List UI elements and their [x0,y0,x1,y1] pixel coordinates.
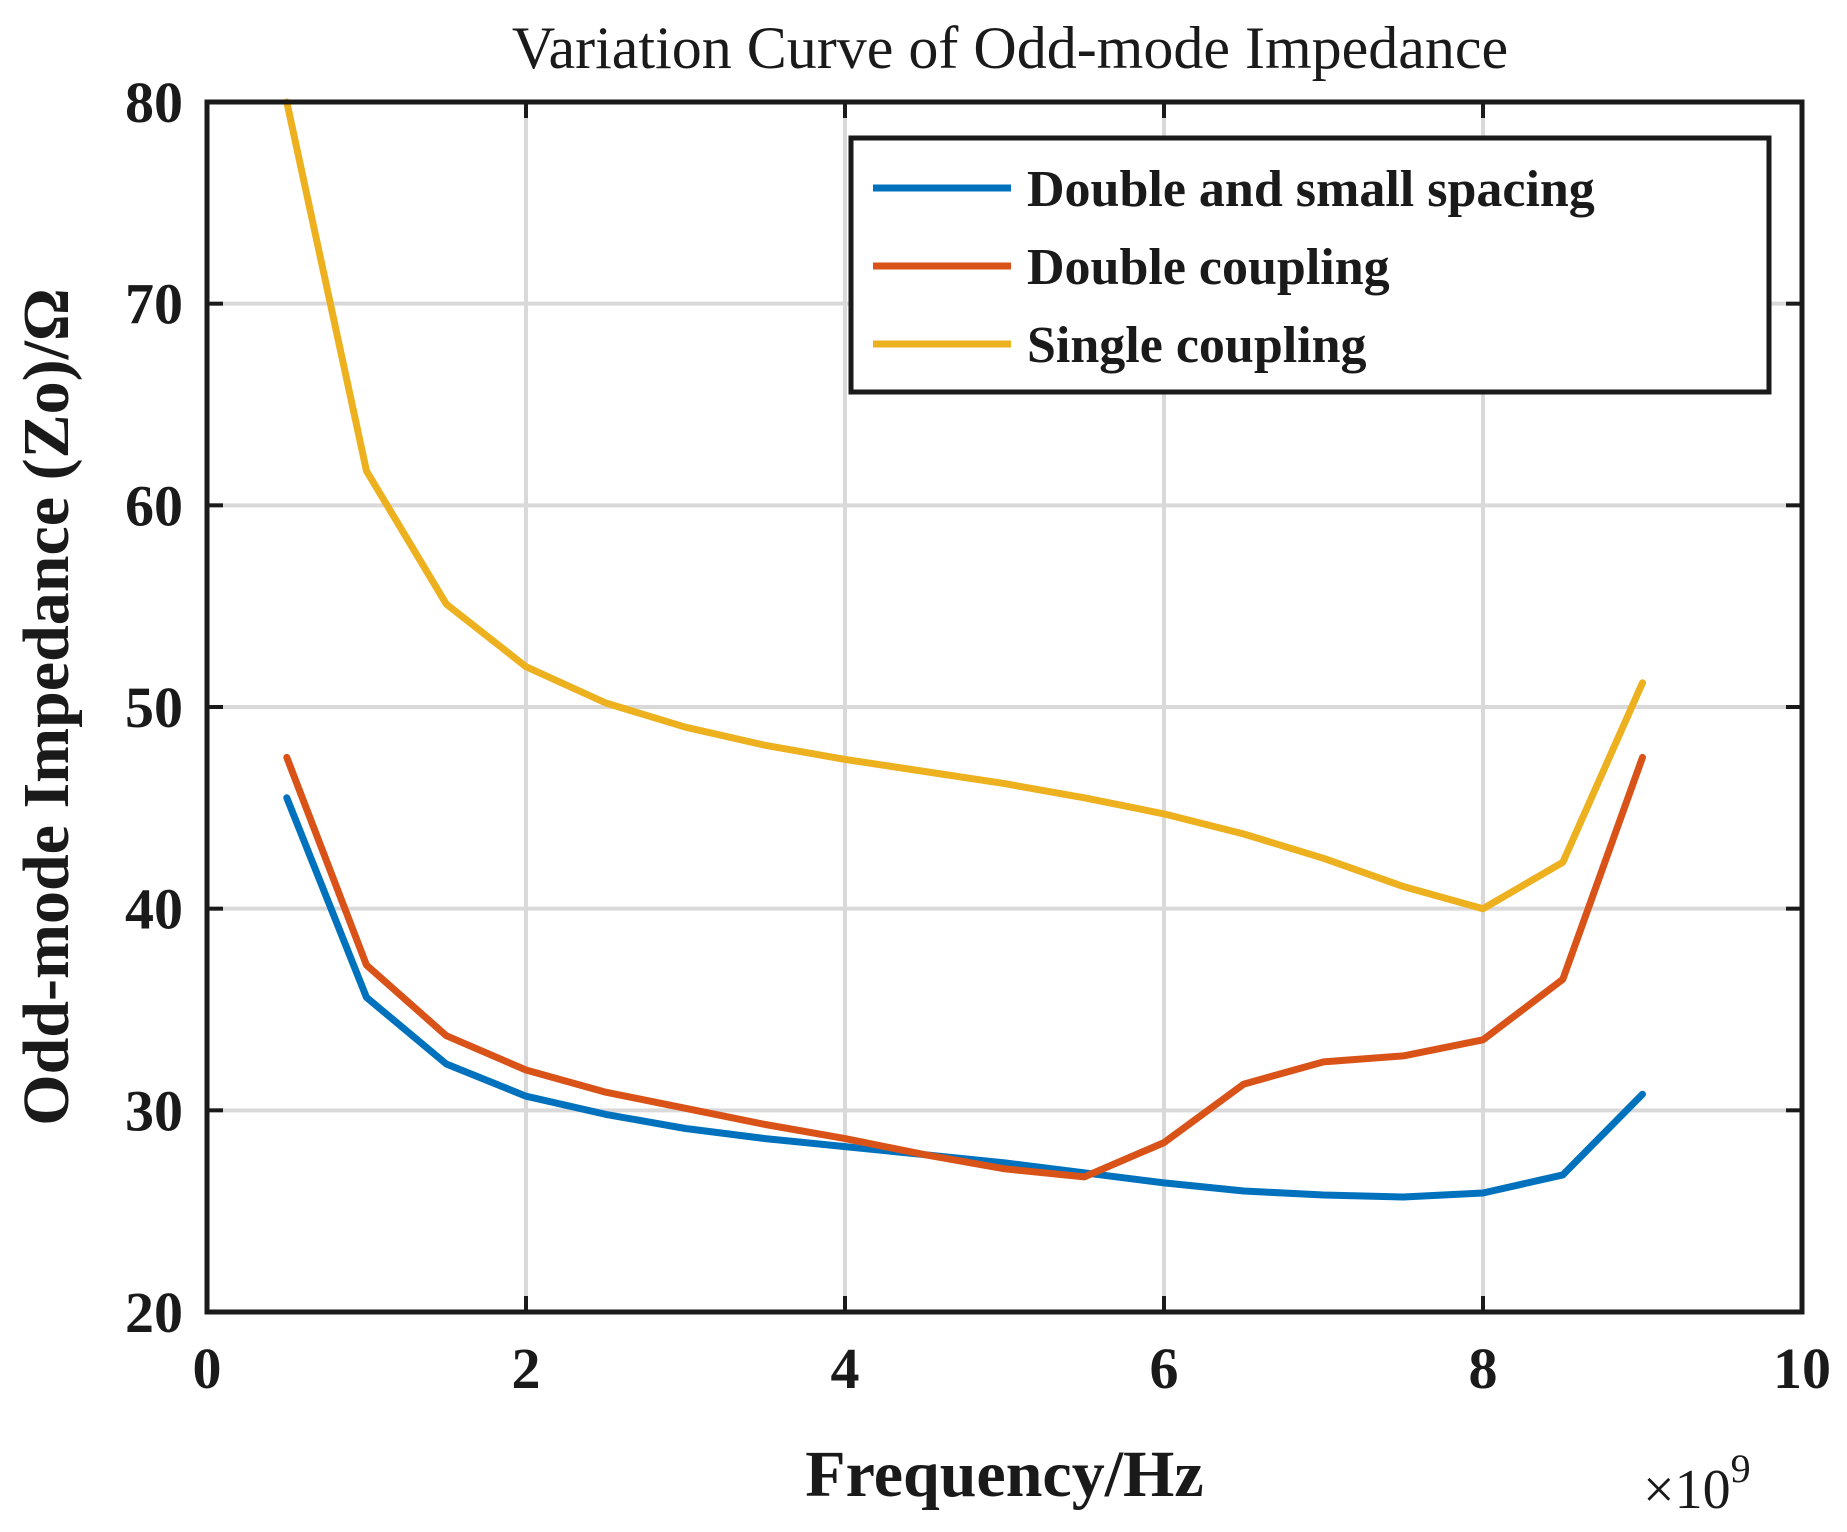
legend-label: Double and small spacing [1027,161,1595,218]
chart-title: Variation Curve of Odd-mode Impedance [512,15,1508,81]
y-axis-title: Odd-mode Impedance (Zo)/Ω [10,288,83,1126]
x-tick-label: 10 [1773,1336,1831,1401]
x-multiplier-exponent: 9 [1731,1446,1751,1491]
y-tick-label: 70 [125,272,183,337]
series-line-2 [283,753,1646,1181]
y-tick-label: 30 [125,1078,183,1143]
axis-ticks: 0 2 4 6 8 10 20 30 40 50 60 70 80 [125,70,1831,1401]
x-tick-label: 2 [512,1336,541,1401]
legend-label: Double coupling [1027,239,1390,296]
y-tick-label: 60 [125,473,183,538]
x-axis-title: Frequency/Hz [805,1438,1203,1511]
y-tick-label: 40 [125,877,183,942]
y-tick-label: 20 [125,1280,183,1345]
x-multiplier-base: ×10 [1643,1459,1731,1521]
y-tick-label: 80 [125,70,183,135]
x-tick-label: 0 [193,1336,222,1401]
x-tick-label: 8 [1469,1336,1498,1401]
series-line-1 [283,794,1646,1201]
legend: Double and small spacing Double coupling S… [848,135,1772,395]
x-tick-label: 6 [1150,1336,1179,1401]
series-lines [283,98,1646,1201]
x-tick-label: 4 [831,1336,860,1401]
y-tick-label: 50 [125,675,183,740]
series-line-3 [283,98,1646,913]
x-axis-multiplier: ×109 [1643,1446,1751,1521]
legend-label: Single coupling [1027,317,1367,374]
